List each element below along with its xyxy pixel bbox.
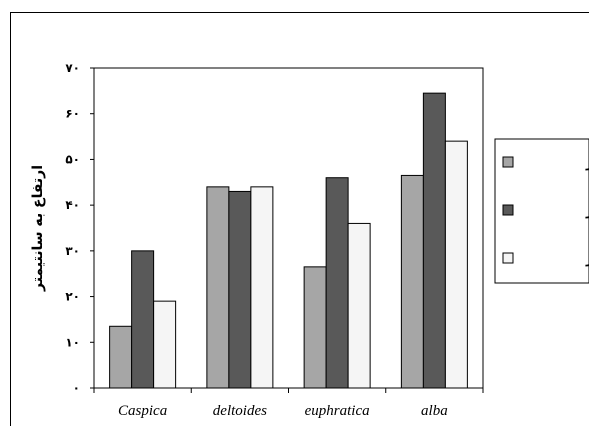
legend-label: چهار روز bbox=[585, 251, 589, 267]
bars-group bbox=[109, 92, 468, 389]
frame-top-line bbox=[10, 12, 589, 13]
y-axis-label: ارتفاع به سانتیمتر bbox=[30, 165, 46, 292]
y-tick-label: ۶۰ bbox=[65, 107, 80, 121]
x-category-label: deltoides bbox=[213, 403, 267, 419]
y-tick-label: ۳۰ bbox=[65, 244, 80, 258]
y-tick-label: ۰ bbox=[73, 381, 80, 395]
x-category-label: alba bbox=[421, 403, 448, 419]
x-axis: Caspica deltoides euphratica alba bbox=[93, 388, 484, 419]
legend-swatch bbox=[502, 252, 514, 264]
bar bbox=[250, 186, 274, 389]
y-tick-label: ۲۰ bbox=[65, 290, 80, 304]
y-tick-label: ۵۰ bbox=[65, 152, 80, 166]
legend-label: صفر روز bbox=[585, 155, 589, 171]
y-tick-label: ۴۰ bbox=[65, 198, 80, 212]
legend-label: دو روز bbox=[585, 203, 589, 219]
bar bbox=[206, 186, 230, 389]
bar bbox=[153, 300, 177, 389]
x-category-label: Caspica bbox=[118, 403, 167, 419]
y-tick-label: ۷۰ bbox=[65, 61, 80, 75]
frame-left-line bbox=[10, 12, 11, 426]
bar bbox=[303, 266, 327, 389]
y-tick-label: ۱۰ bbox=[65, 335, 80, 349]
bar bbox=[347, 222, 371, 389]
legend-items: صفر روز دو روز چهار روز bbox=[502, 155, 589, 267]
bar bbox=[325, 177, 349, 389]
bar bbox=[228, 190, 252, 389]
legend: صفر روز دو روز چهار روز bbox=[494, 138, 589, 284]
bar bbox=[400, 174, 424, 389]
bar bbox=[131, 250, 155, 389]
legend-swatch bbox=[502, 204, 514, 216]
bar bbox=[422, 92, 446, 389]
x-category-label: euphratica bbox=[305, 403, 370, 419]
legend-swatch bbox=[502, 156, 514, 168]
bar bbox=[444, 140, 468, 389]
y-axis: ۰ ۱۰ ۲۰ ۳۰ ۴۰ ۵۰ ۶۰ ۷۰ bbox=[65, 61, 94, 395]
bar bbox=[109, 325, 133, 389]
